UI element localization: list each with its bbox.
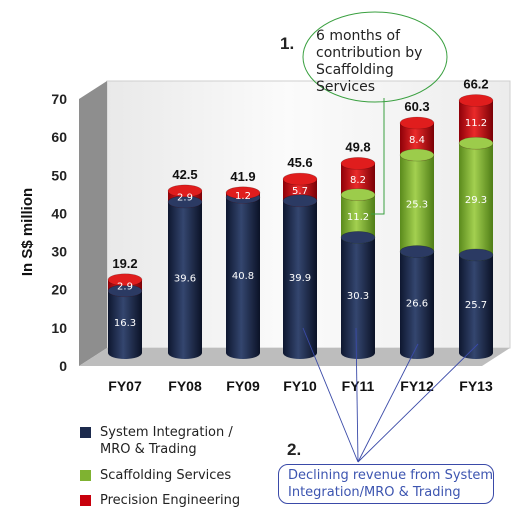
bar-fy09-system-integration [226,197,260,359]
data-label-fy11-precision: 8.2 [350,175,366,186]
bar-cap-fy11-precision [340,157,376,170]
bar-cap-fy09-precision [225,186,261,200]
legend-item-precision: Precision Engineering [80,492,300,510]
x-tick-label-fy09: FY09 [226,378,260,394]
y-tick-label: 70 [51,91,67,107]
bar-fy10-system-integration [283,200,317,359]
bar-fy08-system-integration [168,201,202,359]
annotation-1-number: 1. [280,34,295,53]
data-label-fy09-precision: 1.2 [235,191,251,202]
total-label-fy13: 66.2 [463,76,488,91]
total-label-fy07: 19.2 [112,256,137,271]
bar-cap-fy07-precision [107,273,143,287]
bar-fy07-system-integration [108,290,142,359]
y-tick-label: 30 [51,244,67,260]
bar-fy13-precision [459,100,493,150]
data-label-fy13-precision: 11.2 [465,118,487,129]
y-tick-label: 10 [51,320,67,336]
bar-cap-fy12-system-integration [399,245,435,258]
data-label-fy08-precision: 2.9 [177,192,193,203]
annotation-2-connector [302,327,359,463]
data-label-fy09-system-integration: 40.8 [232,271,254,282]
bar-cap-fy11-system-integration [340,231,376,244]
legend-label-system-integration: System Integration / MRO & Trading [100,425,233,457]
total-label-fy10: 45.6 [287,155,312,170]
bar-fy12-scaffolding [400,155,434,258]
total-label-fy09: 41.9 [230,169,255,184]
annotation-2-number: 2. [287,440,302,459]
data-label-fy12-system-integration: 26.6 [406,298,428,309]
annotation-2-box: Declining revenue from System Integratio… [278,464,494,504]
x-tick-label-fy08: FY08 [168,378,202,394]
bar-fy12-system-integration [400,251,434,359]
annotation-1-text: 6 months of contribution by Scaffolding … [316,28,423,95]
x-tick-label-fy11: FY11 [342,378,375,394]
legend-swatch-system-integration [80,427,91,438]
x-tick-label-fy07: FY07 [108,378,142,394]
data-label-fy13-scaffolding: 29.3 [465,195,487,206]
legend-swatch-scaffolding [80,470,91,481]
bar-cap-fy12-scaffolding [399,148,435,162]
y-tick-label: 0 [59,358,67,374]
annotation-1-ellipse [302,11,448,103]
data-label-fy07-system-integration: 16.3 [114,318,136,329]
data-label-fy10-system-integration: 39.9 [289,273,311,284]
annotation-2-connector [357,343,479,463]
bar-cap-fy12-precision [399,116,435,130]
bar-cap-fy11-scaffolding [340,188,376,202]
x-tick-label-fy12: FY12 [400,378,434,394]
y-tick-label: 50 [51,167,67,183]
bar-cap-fy10-precision [282,172,318,186]
bar-fy11-system-integration [341,237,375,359]
side-wall [79,81,107,366]
y-tick-label: 40 [51,205,67,221]
legend-item-system-integration: System Integration / MRO & Trading [80,424,320,460]
annotation-2-text: Declining revenue from System Integratio… [288,468,494,500]
bar-cap-fy13-precision [458,94,494,107]
bar-cap-fy13-system-integration [458,248,494,262]
bar-cap-fy13-scaffolding [458,136,494,150]
total-label-fy08: 42.5 [172,167,197,182]
legend-swatch-precision [80,495,91,506]
y-tick-label: 20 [51,282,67,298]
total-label-fy12: 60.3 [404,99,429,114]
y-tick-label: 60 [51,129,67,145]
data-label-fy07-precision: 2.9 [117,281,133,292]
annotation-2-connector [355,327,359,463]
data-label-fy12-precision: 8.4 [409,135,425,146]
annotation-2-connector [357,343,419,463]
total-label-fy11: 49.8 [345,139,370,154]
bar-cap-fy10-system-integration [282,194,318,208]
bar-fy13-system-integration [459,254,493,359]
y-axis-label: In S$ million [19,188,36,276]
bar-fy11-scaffolding [341,194,375,244]
data-label-fy12-scaffolding: 25.3 [406,199,428,210]
data-label-fy13-system-integration: 25.7 [465,300,487,311]
annotation-1-connector [371,98,385,215]
data-label-fy10-precision: 5.7 [292,186,308,197]
x-tick-label-fy10: FY10 [283,378,317,394]
data-label-fy11-scaffolding: 11.2 [347,212,369,223]
data-label-fy08-system-integration: 39.6 [174,273,196,284]
bar-cap-fy08-precision [167,184,203,198]
legend-label-scaffolding: Scaffolding Services [100,468,232,483]
legend-label-precision: Precision Engineering [100,493,241,508]
legend-item-scaffolding: Scaffolding Services [80,467,300,485]
bar-fy13-scaffolding [459,143,493,261]
x-tick-label-fy13: FY13 [459,378,493,394]
data-label-fy11-system-integration: 30.3 [347,291,369,302]
